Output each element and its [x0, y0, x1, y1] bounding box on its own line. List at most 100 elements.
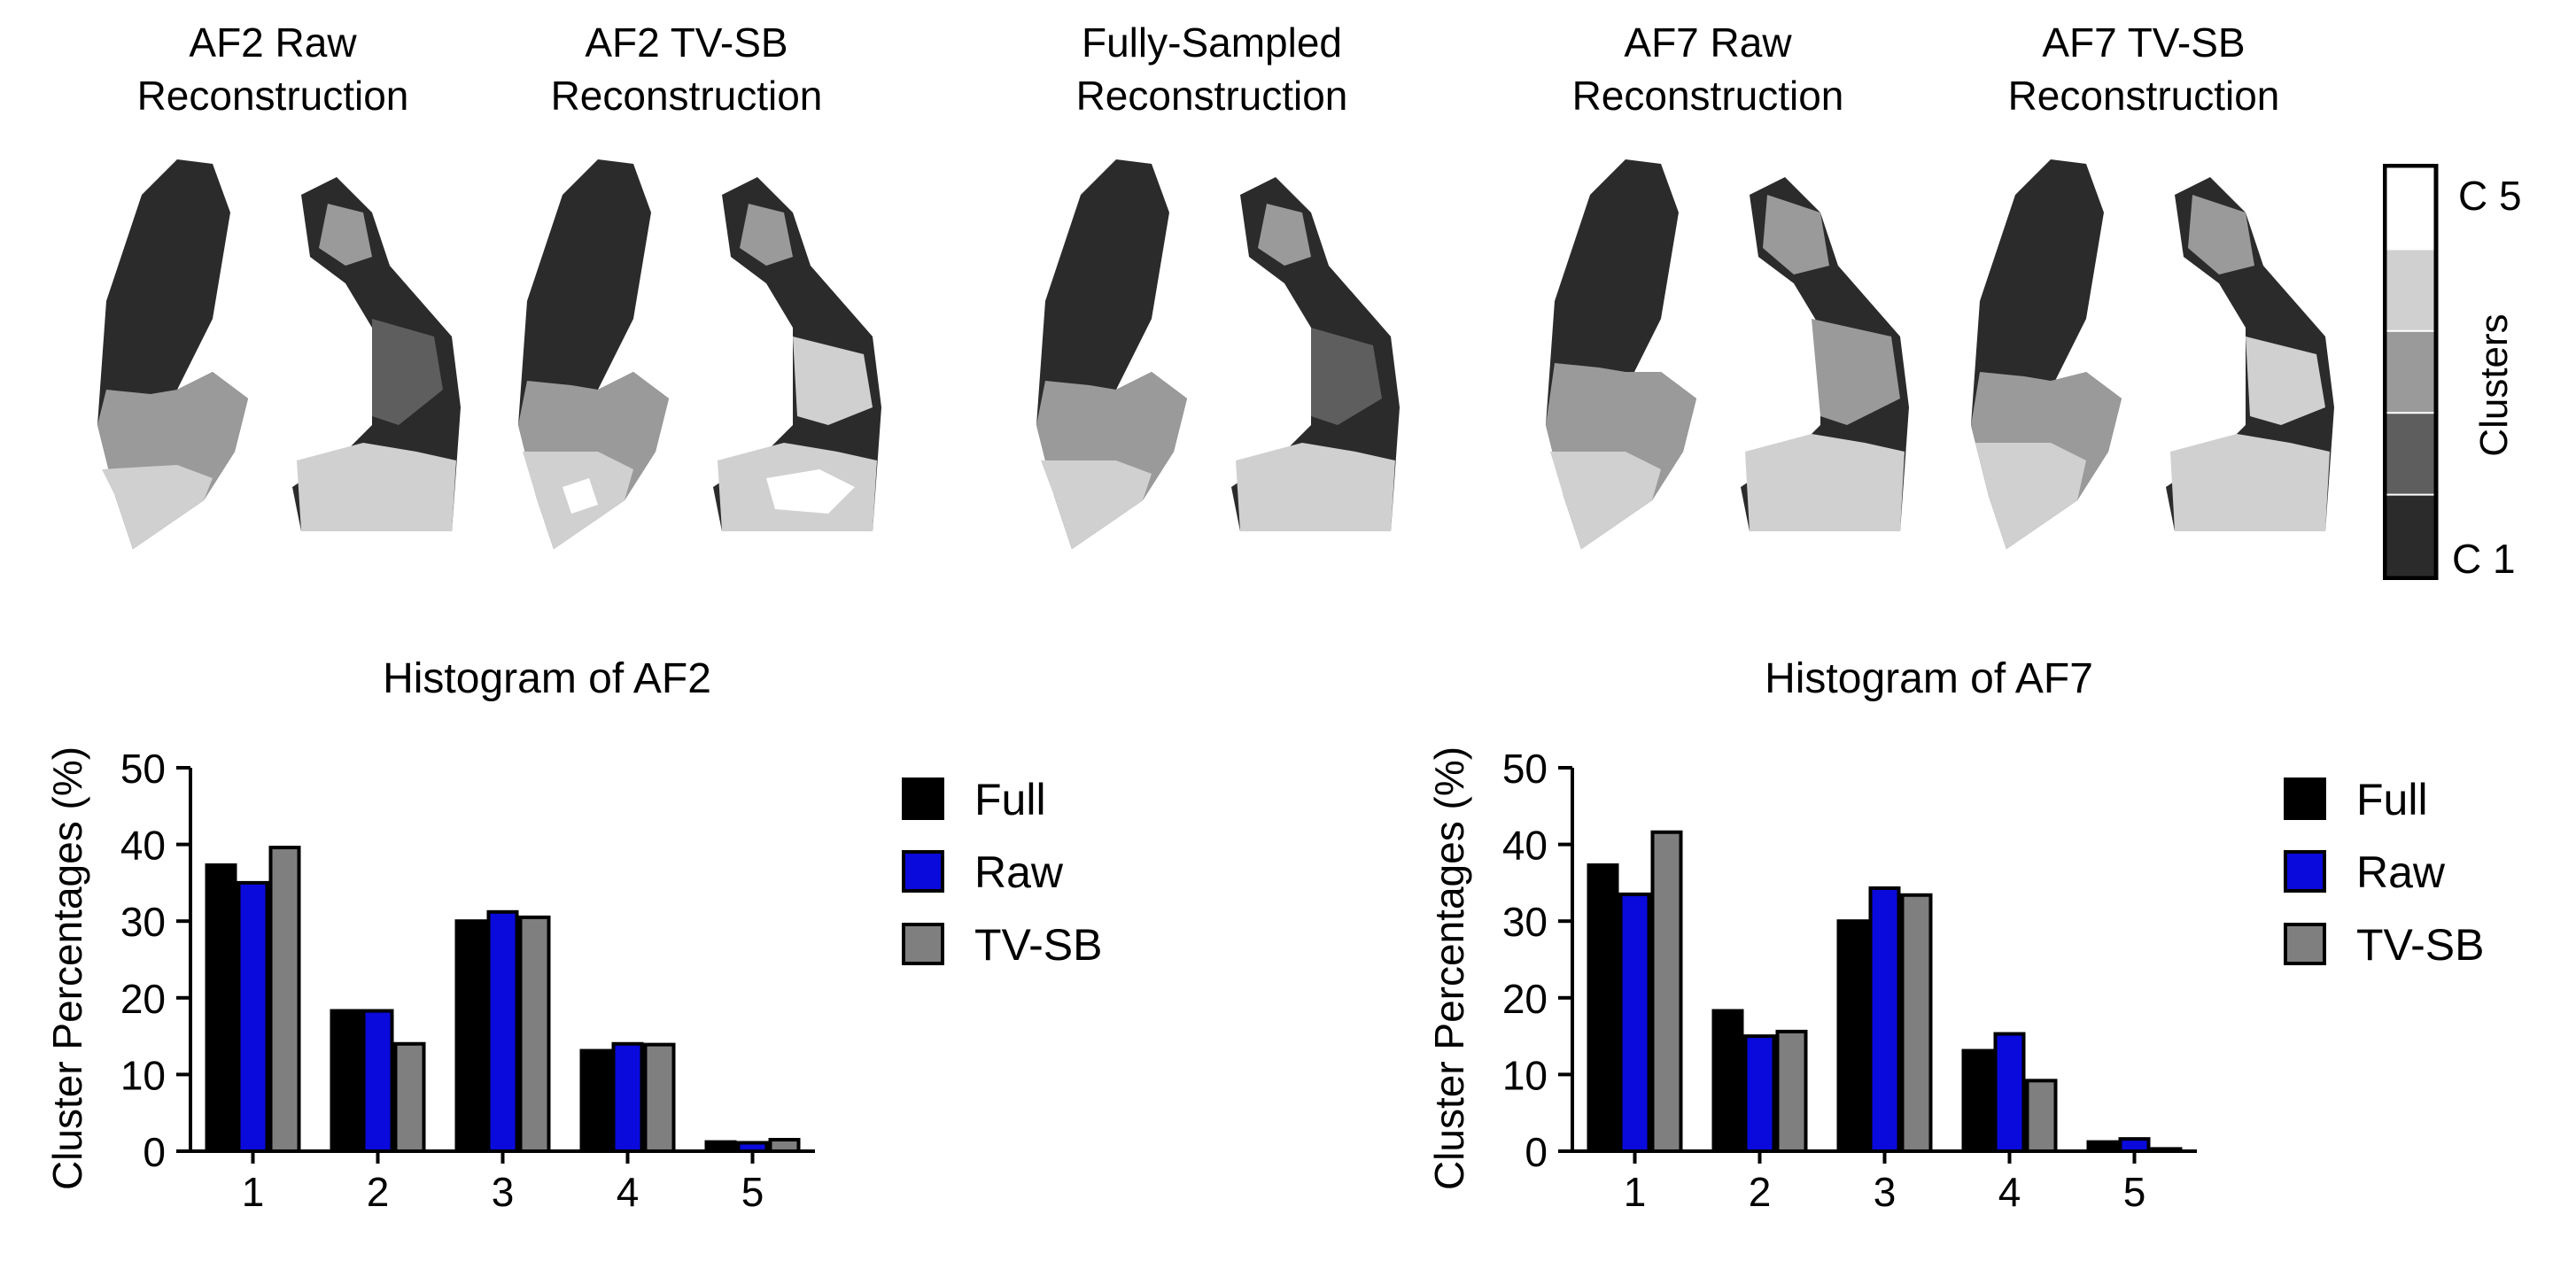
panel-title-line1: Fully-Sampled [1082, 19, 1342, 66]
panel-title-line1: AF2 Raw [189, 19, 357, 66]
bar-tv-sb-cat3 [518, 915, 551, 1153]
bar-full-cat4 [579, 1048, 612, 1153]
legend-label-tv-sb: TV-SB [2356, 920, 2484, 970]
y-tick-label: 40 [1502, 823, 1548, 869]
x-tick-label: 1 [242, 1169, 265, 1215]
panel-title-line1: AF2 TV-SB [585, 19, 788, 66]
bar-raw-cat5 [736, 1141, 769, 1153]
bar-tv-sb-cat4 [2025, 1079, 2058, 1153]
x-tick-label: 5 [741, 1169, 764, 1215]
lung-map-af7-tvsb [1971, 159, 2334, 549]
legend-swatch-tv-sb [2284, 923, 2326, 965]
bar-raw-cat3 [486, 909, 519, 1153]
bar-full-cat1 [205, 863, 237, 1153]
bar-raw-cat1 [237, 880, 269, 1153]
colorbar-segment-c1 [2386, 494, 2434, 576]
x-tick-label: 3 [1874, 1169, 1897, 1215]
x-tick-label: 1 [1624, 1169, 1647, 1215]
colorbar-segments [2386, 167, 2434, 576]
bar-raw-cat4 [611, 1041, 644, 1154]
bar-tv-sb-cat5 [768, 1138, 801, 1154]
bar-full-cat4 [1961, 1048, 1994, 1153]
x-tick-label: 3 [492, 1169, 515, 1215]
bar-full-cat3 [1836, 919, 1869, 1153]
bar-full-cat2 [1711, 1009, 1744, 1153]
bar-tv-sb-cat5 [2150, 1147, 2183, 1153]
lung-map-af2-raw [97, 159, 461, 549]
colorbar-frame [2383, 164, 2439, 580]
legend-label-full: Full [2356, 775, 2428, 824]
bar-tv-sb-cat3 [1900, 893, 1933, 1153]
colorbar-segment-c5 [2386, 167, 2434, 250]
y-tick-label: 50 [120, 746, 166, 792]
legend-swatch-tv-sb [902, 923, 944, 965]
y-tick-label: 50 [1502, 746, 1548, 792]
bar-full-cat3 [454, 919, 487, 1153]
bar-full-cat5 [704, 1140, 737, 1153]
y-tick-label: 20 [120, 976, 166, 1022]
histogram-af2: Histogram of AF2 Cluster Percentages (%) 0… [44, 655, 1102, 1215]
x-tick-label: 4 [617, 1169, 640, 1215]
bar-raw-cat4 [1993, 1032, 2026, 1154]
colorbar-segment-c4 [2386, 249, 2434, 331]
chart-title: Histogram of AF2 [383, 655, 711, 702]
colorbar-segment-c3 [2386, 330, 2434, 414]
colorbar-top-label: C 5 [2458, 173, 2522, 219]
bar-raw-cat2 [361, 1009, 394, 1153]
legend-label-tv-sb: TV-SB [974, 920, 1102, 970]
legend-swatch-full [902, 777, 944, 820]
bar-tv-sb-cat1 [1650, 830, 1683, 1154]
panel-title-line2: Reconstruction [2007, 73, 2280, 119]
y-tick-label: 10 [1502, 1052, 1548, 1098]
lung-map-af2-tvsb [518, 159, 881, 549]
legend-label-full: Full [974, 775, 1046, 824]
legend-label-raw: Raw [2356, 847, 2446, 897]
bar-raw-cat3 [1868, 886, 1901, 1153]
panel-title-af2-raw: AF2 Raw Reconstruction [78, 16, 468, 122]
y-tick-label: 0 [143, 1129, 166, 1175]
bar-raw-cat5 [2118, 1137, 2151, 1153]
panel-title-line2: Reconstruction [136, 73, 409, 119]
y-tick-label: 40 [120, 823, 166, 869]
x-tick-label: 2 [367, 1169, 390, 1215]
chart-title: Histogram of AF7 [1765, 655, 2093, 702]
legend-swatch-raw [902, 850, 944, 893]
panel-title-line2: Reconstruction [550, 73, 823, 119]
panel-title-af2-tvsb: AF2 TV-SB Reconstruction [492, 16, 881, 122]
panel-title-fully-sampled: Fully-Sampled Reconstruction [1017, 16, 1407, 122]
bar-raw-cat1 [1618, 892, 1651, 1153]
legend-swatch-raw [2284, 850, 2326, 893]
lung-map-af7-raw [1546, 159, 1909, 549]
y-tick-label: 20 [1502, 976, 1548, 1022]
x-tick-label: 5 [2123, 1169, 2146, 1215]
panel-title-af7-tvsb: AF7 TV-SB Reconstruction [1949, 16, 2339, 122]
y-tick-label: 30 [120, 899, 166, 945]
legend-swatch-full [2284, 777, 2326, 820]
x-tick-label: 4 [1998, 1169, 2021, 1215]
y-axis-label: Cluster Percentages (%) [1426, 747, 1472, 1190]
cluster-colorbar: C 5 C 1 Clusters [2383, 164, 2522, 580]
colorbar-bottom-label: C 1 [2452, 536, 2516, 580]
bar-full-cat2 [330, 1009, 362, 1153]
panel-title-line2: Reconstruction [1571, 73, 1844, 119]
bar-tv-sb-cat4 [643, 1042, 676, 1154]
bar-full-cat1 [1587, 863, 1619, 1153]
colorbar-segment-c2 [2386, 413, 2434, 495]
y-tick-label: 10 [120, 1052, 166, 1098]
panel-title-line1: AF7 TV-SB [2042, 19, 2246, 66]
y-axis-label: Cluster Percentages (%) [44, 747, 90, 1190]
colorbar-title: Clusters [2472, 313, 2516, 456]
histogram-af7: Histogram of AF7 Cluster Percentages (%) 0… [1426, 655, 2484, 1215]
panel-title-line2: Reconstruction [1075, 73, 1348, 119]
panel-title-af7-raw: AF7 Raw Reconstruction [1513, 16, 1903, 122]
panel-title-line1: AF7 Raw [1624, 19, 1792, 66]
x-tick-label: 2 [1749, 1169, 1772, 1215]
legend-label-raw: Raw [974, 847, 1064, 897]
bar-tv-sb-cat2 [1775, 1029, 1808, 1153]
bar-tv-sb-cat1 [268, 846, 301, 1153]
lung-map-fully-sampled [1036, 159, 1400, 549]
bar-raw-cat2 [1743, 1034, 1776, 1153]
bar-full-cat5 [2086, 1140, 2119, 1153]
bar-tv-sb-cat2 [393, 1041, 426, 1154]
y-tick-label: 30 [1502, 899, 1548, 945]
